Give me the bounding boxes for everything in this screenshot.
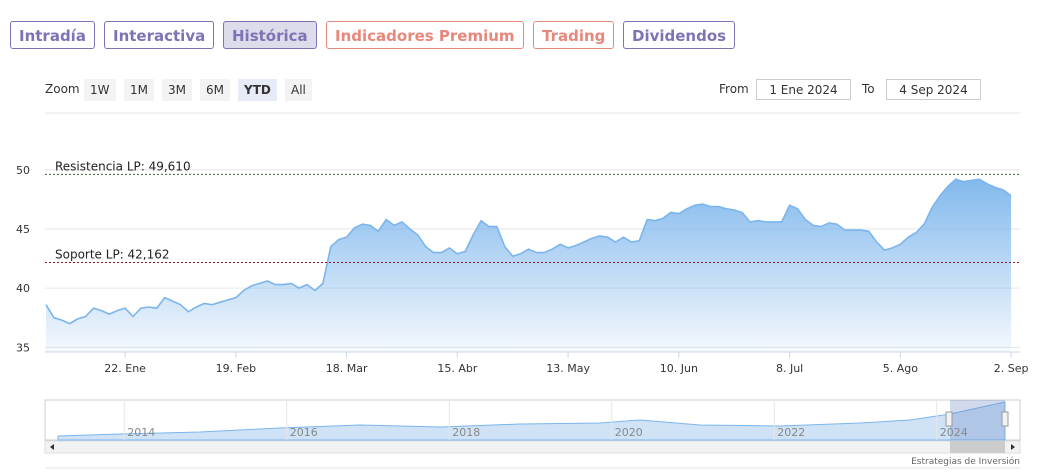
navigator-label: 2014 — [127, 426, 155, 439]
tab[interactable]: Dividendos — [623, 21, 736, 49]
x-tick-label: 18. Mar — [326, 362, 368, 375]
area — [46, 179, 1012, 352]
navigator-handle[interactable] — [1001, 411, 1009, 427]
credit: Estrategias de Inversión — [911, 456, 1020, 467]
from-input[interactable]: 1 Ene 2024 — [756, 79, 851, 100]
tab[interactable]: Histórica — [223, 21, 317, 49]
zoom-button[interactable]: 1W — [84, 79, 116, 101]
zoom-button[interactable]: 6M — [200, 79, 230, 101]
zoom-button[interactable]: 3M — [162, 79, 192, 101]
from-label: From — [719, 82, 749, 96]
navigator: 2014 2016 2018 2020 2022 2024 — [44, 399, 1021, 454]
tab[interactable]: Interactiva — [104, 21, 215, 49]
annotation-label: Resistencia LP: 49,610 — [55, 159, 191, 173]
to-input[interactable]: 4 Sep 2024 — [886, 79, 981, 100]
scrollbar[interactable] — [44, 440, 1021, 454]
zoom-button[interactable]: YTD — [238, 79, 277, 101]
annotation-label: Soporte LP: 42,162 — [55, 248, 170, 262]
navigator-label: 2020 — [615, 426, 643, 439]
tab[interactable]: Intradía — [10, 21, 95, 49]
to-label: To — [862, 82, 875, 96]
navigator-label: 2018 — [452, 426, 480, 439]
x-tick-label: 22. Ene — [104, 362, 146, 375]
zoom-button[interactable]: 1M — [124, 79, 154, 101]
zoom-button[interactable]: All — [285, 79, 312, 101]
y-tick-label: 35 — [16, 341, 30, 354]
x-tick-label: 8. Jul — [776, 362, 803, 375]
x-tick-label: 15. Abr — [437, 362, 477, 375]
tab[interactable]: Trading — [533, 21, 615, 49]
plot: 35 40 45 50 22. Ene 19. Feb 18. Mar 15. Abr 13. … — [16, 159, 1028, 375]
y-tick-label: 50 — [16, 164, 30, 177]
zoom-label: Zoom — [45, 82, 80, 96]
navigator-series — [57, 401, 1006, 441]
navigator-handle[interactable] — [945, 411, 953, 427]
scrollbar-thumb[interactable] — [950, 441, 1005, 453]
navigator-label: 2024 — [940, 426, 968, 439]
x-tick-label: 19. Feb — [216, 362, 256, 375]
x-tick-label: 5. Ago — [883, 362, 918, 375]
line — [45, 178, 1012, 325]
x-tick-label: 2. Sep — [994, 362, 1029, 375]
y-tick-label: 45 — [16, 223, 30, 236]
x-tick-label: 10. Jun — [660, 362, 698, 375]
tab[interactable]: Indicadores Premium — [326, 21, 524, 49]
x-tick-label: 13. May — [546, 362, 590, 375]
navigator-label: 2022 — [777, 426, 805, 439]
y-tick-label: 40 — [16, 282, 30, 295]
navigator-label: 2016 — [290, 426, 318, 439]
navigator-selection[interactable] — [950, 400, 1005, 440]
